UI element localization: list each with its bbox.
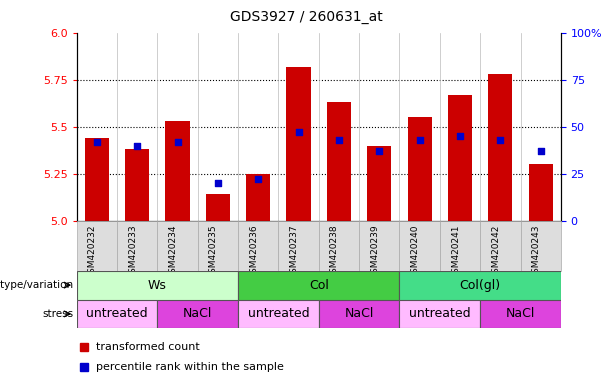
Bar <box>238 271 400 300</box>
Bar <box>359 221 400 271</box>
Bar <box>528 164 553 221</box>
Point <box>415 137 425 143</box>
Bar <box>480 300 561 328</box>
Text: GSM420236: GSM420236 <box>249 225 258 280</box>
Text: GSM420243: GSM420243 <box>531 225 541 279</box>
Bar <box>286 66 311 221</box>
Bar <box>480 221 520 271</box>
Text: GSM420237: GSM420237 <box>289 225 299 280</box>
Text: untreated: untreated <box>248 308 309 320</box>
Text: NaCl: NaCl <box>183 308 212 320</box>
Text: percentile rank within the sample: percentile rank within the sample <box>96 362 284 372</box>
Point <box>253 176 263 182</box>
Bar <box>448 95 472 221</box>
Text: GDS3927 / 260631_at: GDS3927 / 260631_at <box>230 10 383 23</box>
Text: NaCl: NaCl <box>506 308 535 320</box>
Point <box>536 148 546 154</box>
Text: GSM420238: GSM420238 <box>330 225 339 280</box>
Bar <box>238 221 278 271</box>
Text: untreated: untreated <box>409 308 471 320</box>
Bar <box>319 300 400 328</box>
Bar <box>278 221 319 271</box>
Point <box>455 133 465 139</box>
Point <box>92 139 102 145</box>
Text: GSM420234: GSM420234 <box>169 225 178 279</box>
Bar <box>117 221 158 271</box>
Bar <box>440 221 480 271</box>
Text: genotype/variation: genotype/variation <box>0 280 74 290</box>
Point <box>375 148 384 154</box>
Text: GSM420233: GSM420233 <box>128 225 137 280</box>
Text: untreated: untreated <box>86 308 148 320</box>
Bar <box>206 194 230 221</box>
Bar <box>238 300 319 328</box>
Bar <box>125 149 149 221</box>
Point <box>334 137 344 143</box>
Bar <box>400 300 480 328</box>
Point <box>132 142 142 149</box>
Bar <box>327 102 351 221</box>
Point <box>213 180 223 186</box>
Point <box>173 139 183 145</box>
Text: GSM420242: GSM420242 <box>492 225 500 279</box>
Point <box>495 137 505 143</box>
Bar <box>197 221 238 271</box>
Bar <box>408 117 432 221</box>
Bar <box>158 300 238 328</box>
Bar <box>85 138 109 221</box>
Bar <box>400 221 440 271</box>
Bar <box>246 174 270 221</box>
Bar <box>488 74 512 221</box>
Text: Col(gl): Col(gl) <box>460 279 501 291</box>
Text: transformed count: transformed count <box>96 342 200 352</box>
Text: GSM420235: GSM420235 <box>209 225 218 280</box>
Text: Col: Col <box>309 279 329 291</box>
Bar <box>158 221 197 271</box>
Text: GSM420239: GSM420239 <box>370 225 379 280</box>
Text: NaCl: NaCl <box>345 308 374 320</box>
Text: stress: stress <box>42 309 74 319</box>
Text: GSM420232: GSM420232 <box>88 225 97 279</box>
Bar <box>77 271 238 300</box>
Bar <box>400 271 561 300</box>
Bar <box>367 146 391 221</box>
Bar <box>77 221 117 271</box>
Bar <box>77 300 158 328</box>
Text: Ws: Ws <box>148 279 167 291</box>
Point <box>294 129 303 136</box>
Bar <box>319 221 359 271</box>
Text: GSM420240: GSM420240 <box>411 225 420 279</box>
Text: GSM420241: GSM420241 <box>451 225 460 279</box>
Bar <box>520 221 561 271</box>
Bar <box>166 121 189 221</box>
